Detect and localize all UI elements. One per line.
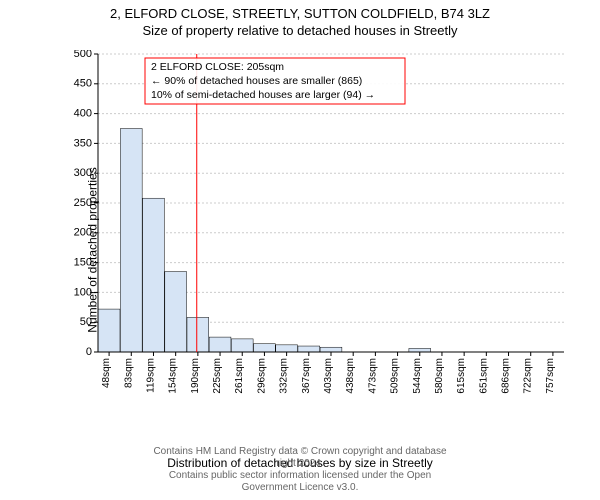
x-tick-label: 48sqm [101,358,112,388]
histogram-bar [187,317,209,352]
x-tick-label: 367sqm [301,358,312,394]
svg-text:500: 500 [74,50,92,60]
x-tick-label: 651sqm [478,358,489,394]
footnote: Contains HM Land Registry data © Crown c… [150,446,450,494]
svg-text:300: 300 [74,167,92,179]
x-tick-label: 261sqm [234,358,245,394]
svg-text:450: 450 [74,78,92,90]
histogram-bar [143,198,165,352]
x-tick-label: 190sqm [190,358,201,394]
x-tick-label: 83sqm [123,358,134,388]
x-tick-label: 509sqm [390,358,401,394]
x-tick-label: 154sqm [168,358,179,394]
histogram-plot: 0 50 100 150 200 250 300 350 400 450 500 48sqm 83sqm… [70,50,570,400]
histogram-bar [231,339,253,352]
page-title-line2: Size of property relative to detached ho… [0,21,600,38]
histogram-bar [298,346,320,352]
infobox-line: 10% of semi-detached houses are larger (… [151,89,375,101]
svg-text:0: 0 [86,346,92,358]
x-tick-label: 119sqm [145,358,156,393]
x-tick-label: 757sqm [545,358,556,394]
infobox-line: 2 ELFORD CLOSE: 205sqm [151,61,284,73]
svg-text:100: 100 [74,286,92,298]
histogram-bar [165,272,187,352]
footnote-line1: Contains HM Land Registry data © Crown c… [150,446,450,470]
x-tick-label: 615sqm [456,358,467,394]
svg-text:150: 150 [74,257,92,269]
svg-text:50: 50 [80,316,92,328]
x-tick-label: 473sqm [367,358,378,394]
histogram-bar [209,337,231,352]
svg-text:200: 200 [74,227,92,239]
x-tick-label: 580sqm [434,358,445,394]
x-tick-label: 225sqm [212,358,223,394]
x-tick-label: 686sqm [501,358,512,394]
histogram-bar [276,345,298,352]
histogram-bar [409,348,431,352]
histogram-bar [120,129,142,353]
page-title-line1: 2, ELFORD CLOSE, STREETLY, SUTTON COLDFI… [0,0,600,21]
x-tick-label: 722sqm [523,358,534,394]
x-tick-label: 403sqm [323,358,334,394]
chart-area: 0 50 100 150 200 250 300 350 400 450 500 48sqm 83sqm… [70,50,570,400]
histogram-bar [320,347,342,352]
histogram-bar [254,344,276,352]
x-tick-label: 544sqm [412,358,423,394]
histogram-bar [98,309,120,352]
x-tick-label: 296sqm [256,358,267,394]
svg-text:250: 250 [74,197,92,209]
svg-text:400: 400 [74,108,92,120]
infobox-line: ← 90% of detached houses are smaller (86… [151,75,362,87]
svg-text:350: 350 [74,137,92,149]
x-tick-label: 332sqm [279,358,290,394]
x-tick-label: 438sqm [345,358,356,394]
footnote-line2: Contains public sector information licen… [150,470,450,494]
